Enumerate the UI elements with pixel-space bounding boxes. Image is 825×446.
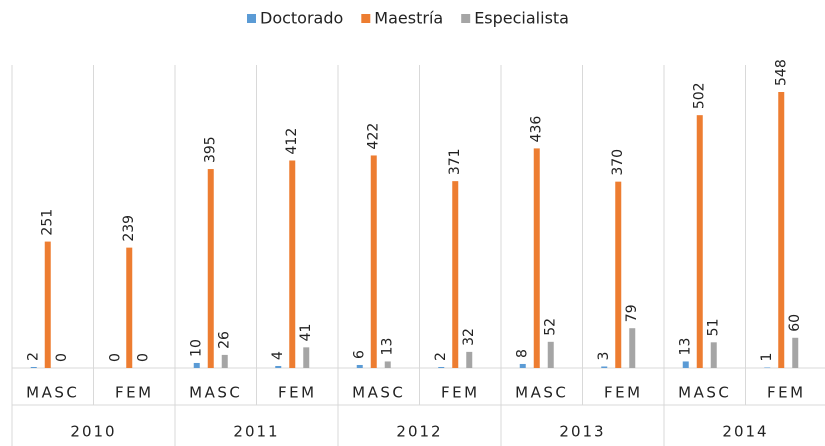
bar (792, 337, 799, 368)
bar (519, 363, 526, 368)
bar (356, 364, 363, 368)
bar (193, 362, 200, 368)
x-tick-label: MASC (26, 384, 79, 402)
data-label: 8 (515, 349, 531, 358)
data-label: 3 (596, 352, 612, 361)
data-label: 0 (107, 353, 123, 362)
bar (275, 365, 282, 368)
data-label: 370 (610, 149, 626, 176)
bar (370, 155, 377, 368)
group-label: 2013 (559, 423, 605, 441)
bar (221, 354, 228, 368)
x-tick-label: MASC (678, 384, 731, 402)
group-label: 2011 (233, 423, 279, 441)
data-label: 13 (380, 338, 396, 356)
data-label: 2 (26, 352, 42, 361)
x-tick-label: FEM (441, 384, 480, 402)
bar (289, 160, 296, 368)
data-label: 10 (189, 339, 205, 357)
data-label: 422 (366, 123, 382, 150)
data-label: 0 (54, 353, 70, 362)
bar (533, 148, 540, 368)
data-label: 51 (706, 318, 722, 336)
data-label: 251 (40, 209, 56, 236)
data-label: 79 (624, 304, 640, 322)
data-label: 52 (543, 318, 559, 336)
bar (696, 115, 703, 369)
group-label: 2012 (396, 423, 442, 441)
data-label: 13 (678, 338, 694, 356)
bar (710, 342, 717, 368)
bar (384, 361, 391, 368)
bar (466, 351, 473, 368)
x-tick-label: MASC (352, 384, 405, 402)
bar (438, 366, 445, 368)
data-label: 0 (135, 353, 151, 362)
bar (682, 361, 689, 368)
legend-label: Doctorado (260, 9, 343, 28)
x-tick-label: FEM (115, 384, 154, 402)
x-tick-label: FEM (604, 384, 643, 402)
data-label: 1 (759, 353, 775, 362)
legend-label: Maestría (374, 9, 443, 28)
data-label: 502 (692, 82, 708, 109)
bar (615, 181, 622, 368)
legend-label: Especialista (474, 9, 569, 28)
data-label: 6 (352, 350, 368, 359)
data-label: 41 (298, 324, 314, 342)
data-label: 412 (284, 128, 300, 155)
bar (207, 169, 214, 368)
legend-swatch (361, 14, 371, 23)
bar (764, 367, 771, 368)
data-label: 60 (787, 314, 803, 332)
bar (778, 92, 785, 368)
data-label: 436 (529, 116, 545, 143)
bar (44, 241, 51, 368)
data-label: 2 (433, 352, 449, 361)
data-label: 548 (773, 59, 789, 86)
data-label: 395 (203, 136, 219, 163)
bar (126, 247, 133, 368)
data-label: 32 (461, 328, 477, 346)
x-tick-label: MASC (515, 384, 568, 402)
data-label: 371 (447, 148, 463, 175)
x-tick-label: FEM (278, 384, 317, 402)
group-label: 2014 (722, 423, 768, 441)
bar (629, 328, 636, 368)
legend-swatch (461, 14, 471, 23)
legend-swatch (247, 14, 256, 23)
bar (30, 366, 37, 368)
data-label: 26 (217, 331, 233, 349)
x-tick-label: FEM (767, 384, 806, 402)
bar (303, 347, 310, 368)
bar (547, 341, 554, 368)
bar (452, 181, 459, 368)
bar (601, 366, 608, 368)
data-label: 239 (121, 215, 137, 242)
x-tick-label: MASC (189, 384, 242, 402)
data-label: 4 (270, 351, 286, 360)
group-label: 2010 (70, 423, 116, 441)
